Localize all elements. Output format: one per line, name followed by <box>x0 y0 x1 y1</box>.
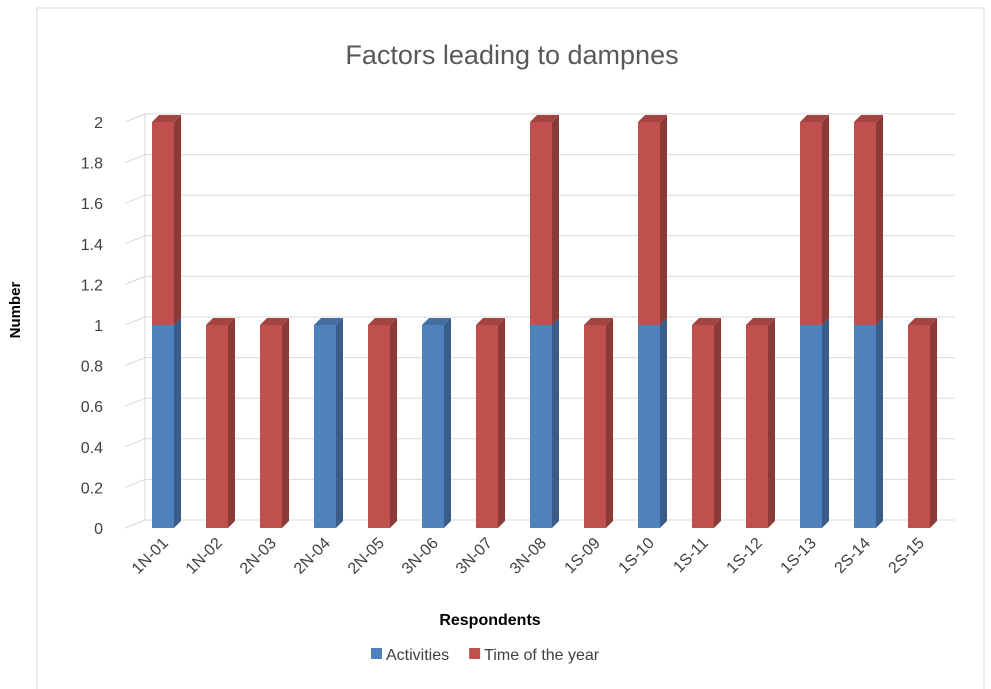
bar-top <box>530 115 559 122</box>
bar-segment <box>908 325 930 528</box>
y-tick-label: 0.4 <box>81 440 103 457</box>
bar-side <box>174 318 181 528</box>
y-tick-label: 0.2 <box>81 480 103 497</box>
grid-line <box>124 519 955 529</box>
chart-title: Factors leading to dampnes <box>345 40 678 70</box>
bar-segment <box>746 325 768 528</box>
grid-line <box>124 154 955 164</box>
grid-line <box>124 113 955 123</box>
bar-segment <box>854 122 876 325</box>
y-tick-label: 1.2 <box>81 277 103 294</box>
bar-segment <box>476 325 498 528</box>
bar-top <box>746 318 775 325</box>
bar-side <box>930 318 937 528</box>
bar-segment <box>692 325 714 528</box>
bar-side <box>228 318 235 528</box>
bar-side <box>714 318 721 528</box>
bar-side <box>822 318 829 528</box>
bar-segment <box>314 325 336 528</box>
bar-top <box>584 318 613 325</box>
grid-line <box>124 438 955 448</box>
bar-segment <box>584 325 606 528</box>
y-tick-label: 1.8 <box>81 156 103 173</box>
y-axis-title: Number <box>7 282 24 339</box>
bar-segment <box>152 325 174 528</box>
bar-top <box>152 115 181 122</box>
bar-segment <box>152 122 174 325</box>
legend-swatch <box>371 648 382 659</box>
bar-segment <box>530 325 552 528</box>
y-tick-label: 1.6 <box>81 196 103 213</box>
legend-label: Activities <box>386 647 449 664</box>
bar-side <box>660 115 667 325</box>
bar-top <box>206 318 235 325</box>
bar-top <box>854 115 883 122</box>
bar-top <box>692 318 721 325</box>
bar-segment <box>368 325 390 528</box>
bar-side <box>606 318 613 528</box>
bar-segment <box>800 122 822 325</box>
bar-top <box>260 318 289 325</box>
bar-side <box>876 115 883 325</box>
bar-top <box>638 115 667 122</box>
bar-top <box>908 318 937 325</box>
bar-side <box>390 318 397 528</box>
bar-segment <box>422 325 444 528</box>
bar-side <box>876 318 883 528</box>
bar-side <box>660 318 667 528</box>
grid-line <box>124 194 955 204</box>
bar-segment <box>260 325 282 528</box>
y-tick-label: 1 <box>94 318 103 335</box>
bar-side <box>444 318 451 528</box>
grid-line <box>124 478 955 488</box>
grid-line <box>124 357 955 367</box>
bar-segment <box>800 325 822 528</box>
y-tick-label: 0.6 <box>81 399 103 416</box>
y-tick-label: 1.4 <box>81 237 103 254</box>
bar-side <box>336 318 343 528</box>
bar-side <box>498 318 505 528</box>
bar-side <box>174 115 181 325</box>
grid-line <box>124 316 955 326</box>
bar-top <box>314 318 343 325</box>
bar-side <box>282 318 289 528</box>
y-tick-label: 0.8 <box>81 359 103 376</box>
bar-side <box>552 115 559 325</box>
bar-segment <box>638 122 660 325</box>
bar-top <box>422 318 451 325</box>
grid-line <box>124 397 955 407</box>
y-tick-label: 2 <box>94 115 103 132</box>
bar-segment <box>854 325 876 528</box>
y-tick-label: 0 <box>94 521 103 538</box>
grid-line <box>124 235 955 245</box>
bar-top <box>800 115 829 122</box>
bar-side <box>552 318 559 528</box>
bar-segment <box>530 122 552 325</box>
bar-top <box>368 318 397 325</box>
x-axis-title: Respondents <box>439 612 540 629</box>
bar-side <box>768 318 775 528</box>
legend-label: Time of the year <box>484 647 600 664</box>
bar-top <box>476 318 505 325</box>
legend-swatch <box>469 648 481 659</box>
bar-segment <box>206 325 228 528</box>
bar-side <box>822 115 829 325</box>
grid-line <box>124 275 955 285</box>
bar-segment <box>638 325 660 528</box>
